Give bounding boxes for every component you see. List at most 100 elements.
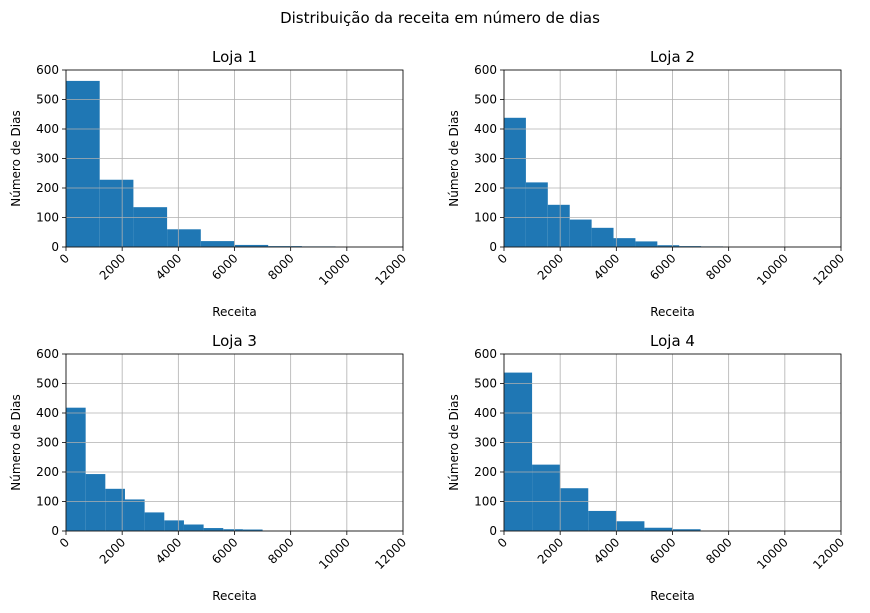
histogram-bar (672, 529, 701, 531)
y-tick-label: 300 (474, 152, 497, 166)
x-axis-label: Receita (212, 589, 257, 603)
x-tick-label: 12000 (372, 251, 409, 288)
y-tick-label: 0 (489, 524, 497, 538)
x-tick-label: 4000 (591, 535, 622, 566)
subplot-3: 0 2000 4000 6000 8000 10000 12000 0 100 200 300 400… (9, 332, 409, 603)
subplot-title: Loja 1 (212, 48, 257, 66)
histogram-bar (588, 510, 617, 531)
x-axis-label: Receita (212, 305, 257, 319)
subplot-2: 0 2000 4000 6000 8000 10000 12000 0 100 200 300 400… (447, 48, 847, 319)
histogram-bar (532, 464, 561, 532)
y-tick-label: 100 (36, 495, 59, 509)
y-tick-label: 400 (36, 122, 59, 136)
y-tick-label: 400 (474, 122, 497, 136)
y-tick-label: 400 (36, 406, 59, 420)
histogram-bar (200, 241, 235, 247)
histogram-bar (242, 529, 263, 531)
histogram-bar (144, 512, 165, 531)
histogram-bar (569, 219, 592, 247)
x-tick-label: 6000 (647, 535, 678, 566)
histogram-bar (657, 245, 680, 247)
histogram-bar (234, 244, 269, 247)
histogram-bar (504, 372, 533, 531)
figure-suptitle: Distribuição da receita em número de dia… (280, 9, 600, 27)
histogram-bar (203, 528, 224, 531)
x-axis-label: Receita (650, 589, 695, 603)
histogram-bar (66, 80, 100, 247)
panels-group: 0 2000 4000 6000 8000 10000 120000100200300400… (9, 48, 847, 603)
subplot-title: Loja 2 (650, 48, 695, 66)
x-tick-label: 4000 (153, 535, 184, 566)
x-tick-label: 6000 (209, 535, 240, 566)
x-tick-label: 0 (495, 535, 510, 550)
histogram-bar (525, 182, 548, 247)
histogram-bar (644, 527, 673, 531)
y-tick-label: 100 (474, 495, 497, 509)
histogram-bar (268, 246, 302, 247)
histogram-bar (223, 529, 243, 531)
y-axis-label: Número de Dias (9, 110, 23, 206)
x-tick-label: 8000 (703, 251, 734, 282)
y-tick-label: 400 (474, 406, 497, 420)
y-tick-label: 0 (51, 524, 59, 538)
y-tick-label: 300 (36, 436, 59, 450)
subplot-title: Loja 3 (212, 332, 257, 350)
x-tick-label: 0 (57, 251, 72, 266)
x-tick-label: 2000 (535, 251, 566, 282)
y-tick-label: 100 (36, 211, 59, 225)
y-tick-label: 500 (36, 377, 59, 391)
histogram-bar (105, 488, 125, 531)
histogram-bar (679, 246, 702, 247)
histogram-bar (85, 474, 106, 531)
axes-frame (65, 69, 404, 248)
y-tick-label: 600 (36, 63, 59, 77)
histogram-bar (164, 520, 184, 531)
histogram-bar (613, 238, 636, 247)
y-tick-label: 300 (474, 436, 497, 450)
y-tick-label: 500 (36, 93, 59, 107)
x-tick-label: 6000 (647, 251, 678, 282)
y-tick-label: 500 (474, 377, 497, 391)
subplot-title: Loja 4 (650, 332, 695, 350)
y-axis-label: Número de Dias (9, 394, 23, 490)
x-tick-label: 12000 (810, 251, 847, 288)
histogram-bar (99, 179, 134, 247)
y-tick-label: 200 (474, 465, 497, 479)
axes-frame (503, 69, 842, 248)
x-tick-label: 6000 (209, 251, 240, 282)
x-tick-label: 10000 (316, 251, 353, 288)
subplot-4: 0 2000 4000 6000 8000 10000 12000 0 100 200 300 400… (447, 332, 847, 603)
x-axis-label: Receita (650, 305, 695, 319)
y-tick-label: 100 (474, 211, 497, 225)
x-tick-label: 8000 (703, 535, 734, 566)
x-tick-label: 8000 (265, 251, 296, 282)
y-tick-label: 300 (36, 152, 59, 166)
histogram-bar (167, 229, 201, 247)
x-tick-label: 10000 (316, 535, 353, 572)
y-tick-label: 0 (489, 240, 497, 254)
x-tick-label: 2000 (535, 535, 566, 566)
histogram-bar (66, 407, 86, 531)
axes-frame (503, 353, 842, 532)
x-tick-label: 4000 (153, 251, 184, 282)
histogram-bar (591, 227, 614, 247)
x-tick-label: 10000 (754, 251, 791, 288)
x-tick-label: 10000 (754, 535, 791, 572)
histogram-bar (133, 207, 168, 247)
histogram-bar (560, 488, 589, 531)
x-tick-label: 8000 (265, 535, 296, 566)
y-tick-label: 600 (474, 347, 497, 361)
histogram-bar (616, 521, 645, 531)
histogram-bar (183, 524, 204, 531)
histogram-bar (635, 241, 658, 247)
x-tick-label: 2000 (97, 251, 128, 282)
y-tick-label: 600 (36, 347, 59, 361)
y-axis-label: Número de Dias (447, 394, 461, 490)
y-axis-label: Número de Dias (447, 110, 461, 206)
y-tick-label: 200 (36, 465, 59, 479)
x-tick-label: 0 (495, 251, 510, 266)
x-tick-label: 12000 (372, 535, 409, 572)
y-tick-label: 0 (51, 240, 59, 254)
axes-frame (65, 353, 404, 532)
